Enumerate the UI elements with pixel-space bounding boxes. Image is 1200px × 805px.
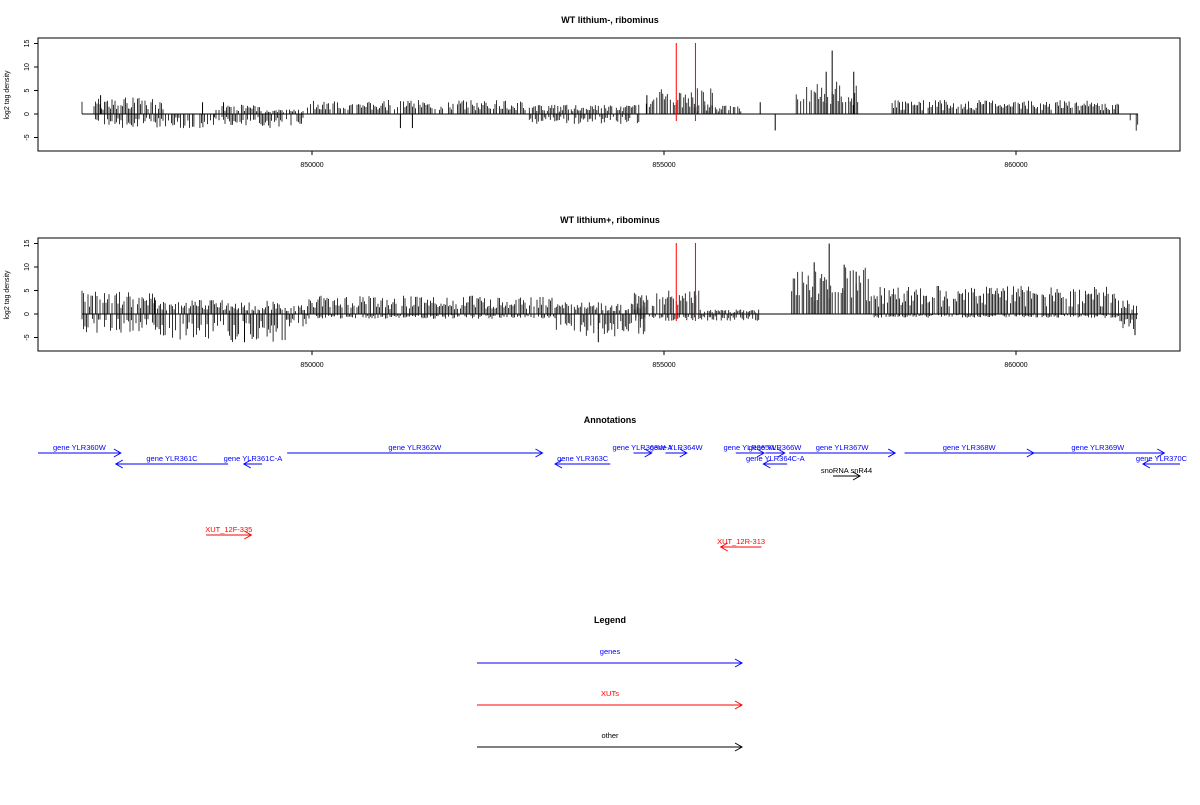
feature-label: gene YLR360W [53, 443, 107, 452]
plot-frame [37, 237, 1181, 352]
feature-arrow-head [554, 459, 563, 469]
legend-items: genes XUTs other [477, 647, 744, 752]
feature-arrow-head [242, 459, 252, 469]
feature-xut-12f-335: XUT_12F-335 [205, 525, 253, 540]
legend-arrow-head [734, 700, 744, 710]
signal-bars [81, 50, 1139, 131]
legend-label: XUTs [601, 689, 619, 698]
y-tick-label: 0 [24, 312, 31, 316]
legend-title: Legend [594, 615, 626, 625]
legend-item-xuts: XUTs [477, 689, 744, 710]
y-tick-label: -5 [24, 334, 31, 340]
feature-label: gene YLR365W [723, 443, 777, 452]
feature-arrow-head [535, 448, 544, 458]
feature-arrow-head [887, 448, 897, 458]
feature-gene-ylr364w: gene YLR364W [650, 443, 704, 458]
feature-label: XUT_12F-335 [205, 525, 252, 534]
y-axis-label: log2 tag density [4, 70, 11, 120]
feature-gene-ylr362w: gene YLR362W [287, 443, 544, 458]
feature-label: snoRNA snR44 [821, 466, 872, 475]
feature-list: gene YLR360W gene YLR361C gene YLR361C-A ge… [38, 443, 1188, 552]
x-tick-label: 855000 [652, 162, 675, 169]
track-panel-lithium-minus: WT lithium-, ribominus log2 tag density … [4, 15, 1181, 169]
legend-item-genes: genes [477, 647, 744, 668]
track-panel-lithium-plus: WT lithium+, ribominus log2 tag density … [4, 215, 1181, 369]
legend: Legend genes XUTs other [477, 615, 744, 752]
feature-gene-ylr364c-a: gene YLR364C-A [746, 454, 805, 469]
legend-label: other [601, 731, 619, 740]
feature-gene-ylr368w: gene YLR368W [904, 443, 1035, 458]
feature-gene-ylr370c: gene YLR370C [1136, 454, 1188, 469]
feature-arrow-head [679, 448, 688, 458]
y-tick-label: 15 [24, 240, 31, 248]
signal-bars [81, 243, 1138, 343]
feature-label: gene YLR367W [816, 443, 870, 452]
feature-arrow-head [762, 459, 771, 469]
feature-gene-ylr363w-a: gene YLR363W-A [612, 443, 673, 458]
y-tick-label: 0 [24, 112, 31, 116]
y-tick-label: -5 [24, 134, 31, 140]
feature-arrow-head [114, 459, 124, 469]
axes: -5 0 5 10 15 850000 855000 860000 [24, 40, 1028, 169]
feature-label: gene YLR364C-A [746, 454, 805, 463]
feature-xut-12r-313: XUT_12R-313 [717, 537, 765, 552]
legend-item-other: other [477, 731, 744, 752]
feature-label: gene YLR361C [146, 454, 198, 463]
feature-gene-ylr365w: gene YLR365W [723, 443, 777, 458]
feature-label: gene YLR366W [749, 443, 803, 452]
feature-label: XUT_12R-313 [717, 537, 765, 546]
legend-arrow-head [734, 742, 744, 752]
feature-gene-ylr369w: gene YLR369W [1031, 443, 1166, 458]
feature-label: gene YLR364W [650, 443, 704, 452]
feature-gene-ylr361c-a: gene YLR361C-A [224, 454, 283, 469]
x-tick-label: 860000 [1004, 162, 1027, 169]
feature-gene-ylr366w: gene YLR366W [749, 443, 803, 458]
y-tick-label: 5 [24, 88, 31, 92]
feature-snorna-snr44: snoRNA snR44 [821, 466, 872, 481]
legend-label: genes [600, 647, 621, 656]
feature-label: gene YLR368W [943, 443, 997, 452]
y-tick-label: 10 [24, 63, 31, 71]
x-tick-label: 850000 [300, 362, 323, 369]
panel-title: WT lithium-, ribominus [561, 15, 659, 25]
feature-gene-ylr360w: gene YLR360W [38, 443, 122, 458]
x-tick-label: 855000 [652, 362, 675, 369]
y-tick-label: 5 [24, 288, 31, 292]
feature-arrow-head [113, 448, 122, 458]
annotations-title: Annotations [584, 415, 637, 425]
axes: -5 0 5 10 15 850000 855000 860000 [24, 240, 1028, 369]
y-tick-label: 10 [24, 263, 31, 271]
feature-gene-ylr363c: gene YLR363C [554, 454, 611, 469]
feature-label: gene YLR369W [1071, 443, 1125, 452]
feature-arrow-head [644, 448, 653, 458]
feature-label: gene YLR361C-A [224, 454, 283, 463]
panel-title: WT lithium+, ribominus [560, 215, 660, 225]
feature-arrow-head [719, 542, 728, 552]
feature-label: gene YLR370C [1136, 454, 1188, 463]
feature-arrow-head [244, 530, 253, 540]
feature-gene-ylr367w: gene YLR367W [789, 443, 897, 458]
feature-arrow-head [1157, 448, 1166, 458]
feature-label: gene YLR363C [557, 454, 609, 463]
y-axis-label: log2 tag density [4, 270, 11, 320]
y-tick-label: 15 [24, 40, 31, 48]
feature-arrow-head [777, 448, 786, 458]
feature-label: gene YLR363W-A [612, 443, 672, 452]
feature-arrow-head [756, 448, 765, 458]
legend-arrow-head [734, 658, 744, 668]
plot-frame [37, 37, 1181, 152]
feature-arrow-head [1141, 459, 1151, 469]
feature-arrow-head [852, 471, 861, 481]
x-tick-label: 850000 [300, 162, 323, 169]
x-tick-label: 860000 [1004, 362, 1027, 369]
feature-label: gene YLR362W [388, 443, 442, 452]
feature-gene-ylr361c: gene YLR361C [114, 454, 229, 469]
